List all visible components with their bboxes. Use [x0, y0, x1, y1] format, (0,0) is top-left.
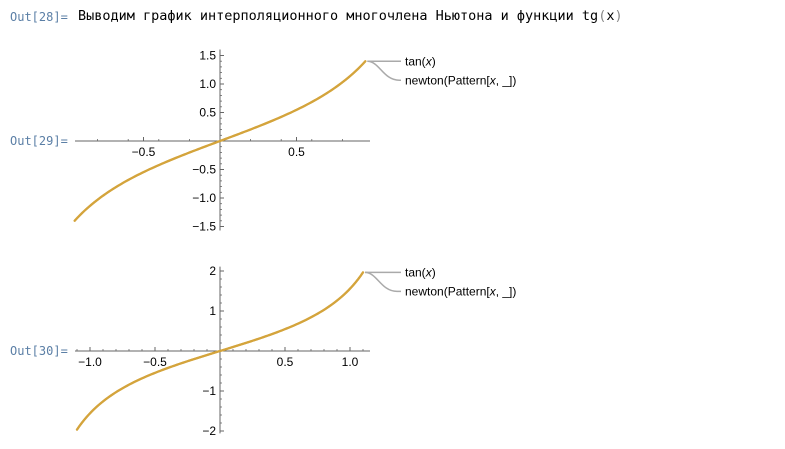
output-label-30: Out[30]= — [10, 344, 68, 358]
legend-variable: x — [489, 284, 497, 298]
y-tick-label: −1.0 — [192, 191, 216, 205]
x-tick-label: −0.5 — [132, 145, 156, 159]
output-label-28: Out[28]= — [10, 10, 68, 24]
x-tick-label: −1.0 — [78, 355, 102, 369]
x-tick-label: −0.5 — [143, 355, 167, 369]
legend-text: ) — [432, 54, 436, 68]
y-tick-label: −0.5 — [192, 163, 216, 177]
legend-text: , _]) — [496, 73, 517, 87]
legend-entry-tan: tan(x) — [405, 54, 436, 68]
legend-text: , _]) — [496, 284, 517, 298]
function-name: tg — [581, 8, 599, 24]
open-paren: ( — [598, 8, 607, 24]
legend-text: newton(Pattern[ — [405, 284, 490, 298]
x-tick-label: 0.5 — [288, 145, 305, 159]
legend-variable: x — [425, 54, 433, 68]
y-tick-label: 2 — [209, 264, 216, 278]
legend-entry-tan: tan(x) — [405, 265, 436, 279]
series-line-newton — [75, 271, 365, 431]
tan-newton-plot-1[interactable]: −0.5 0.5−1.5−1.0−0.50.51.01.5 tan(x)newton… — [0, 40, 785, 240]
tan-newton-plot-2[interactable]: −1.0 −0.5 0.5 1.0−2−112 tan(x)newton(Pattern… — [0, 253, 785, 443]
legend-variable: x — [425, 265, 433, 279]
y-tick-label: 1 — [209, 304, 216, 318]
output-label-29: Out[29]= — [10, 134, 68, 148]
x-tick-label: 0.5 — [277, 355, 294, 369]
close-paren: ) — [614, 8, 623, 24]
description-text: Выводим график интерполяционного многочл… — [78, 8, 582, 24]
function-argument: x — [606, 8, 615, 24]
series-line-newton — [73, 60, 367, 222]
legend-text: newton(Pattern[ — [405, 73, 490, 87]
legend-entry-newton: newton(Pattern[x, _]) — [405, 73, 516, 87]
legend-variable: x — [489, 73, 497, 87]
y-tick-label: −1 — [202, 384, 216, 398]
legend-leader-newton — [367, 60, 401, 82]
y-tick-label: −1.5 — [192, 220, 216, 234]
legend-text: tan( — [405, 265, 426, 279]
y-tick-label: −2 — [202, 424, 216, 438]
legend-text: ) — [432, 265, 436, 279]
legend-entry-newton: newton(Pattern[x, _]) — [405, 284, 516, 298]
y-tick-label: 1.0 — [199, 77, 216, 91]
y-tick-label: 0.5 — [199, 106, 216, 120]
output-text-28[interactable]: Выводим график интерполяционного многочл… — [78, 8, 623, 24]
y-tick-label: 1.5 — [199, 49, 216, 63]
legend-text: tan( — [405, 54, 426, 68]
x-tick-label: 1.0 — [342, 355, 359, 369]
legend-leader-newton — [364, 271, 401, 293]
